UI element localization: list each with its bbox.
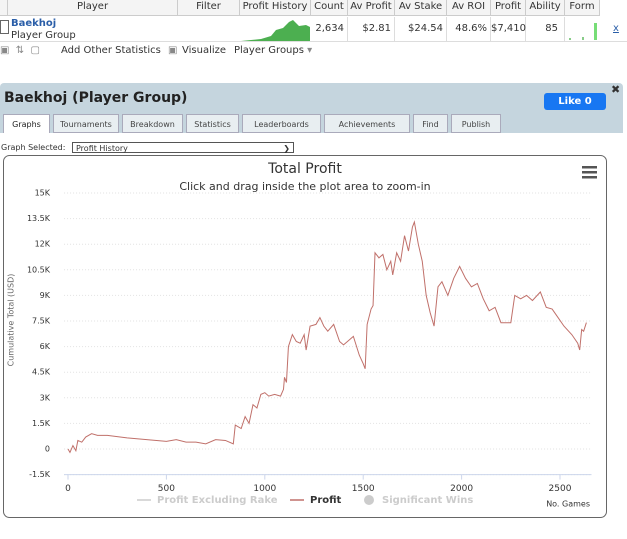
x-tick-label: 1500 [352, 484, 375, 494]
y-tick-label: 0 [45, 445, 50, 454]
col-header: Av ROI [447, 0, 491, 16]
y-tick-label: 12K [35, 240, 51, 249]
chart-frame [3, 155, 607, 518]
col-header: Count [311, 0, 348, 16]
graph-select[interactable]: Profit History ❯ [72, 142, 294, 153]
col-header: Av Stake [395, 0, 447, 16]
tab[interactable]: Breakdown [122, 114, 183, 133]
visualize-icon: ▣ [168, 45, 178, 56]
av-roi: 48.6% [447, 17, 491, 41]
y-tick-label: 7.5K [32, 317, 51, 326]
col-header: Profit History [240, 0, 311, 16]
legend-symbol [364, 495, 374, 505]
x-axis-label: No. Games [546, 500, 590, 509]
y-tick-label: 15K [35, 189, 51, 198]
close-panel[interactable]: ✖ [611, 83, 621, 96]
row-border [0, 41, 627, 42]
row-checkbox[interactable] [0, 20, 9, 34]
tab[interactable]: Graphs [3, 114, 50, 134]
sparkline [241, 20, 310, 41]
y-tick-label: 10.5K [27, 265, 51, 274]
graph-select-value: Profit History [76, 144, 128, 153]
y-tick-label: 9K [40, 291, 51, 300]
chart: Total Profit Click and drag inside the p… [3, 155, 607, 518]
col-header: Form [565, 0, 600, 16]
add-statistics[interactable]: Add Other Statistics [61, 45, 161, 56]
legend-label: Profit Excluding Rake [157, 495, 278, 506]
panel-title: Baekhoj (Player Group) [4, 90, 188, 106]
y-tick-label: 3K [40, 393, 51, 402]
y-tick-label: 13.5K [27, 214, 51, 223]
sparkline-area [241, 20, 310, 41]
profit: $7,410 [491, 17, 526, 41]
toolbar-icons: ▣ ⇅ ▢ [0, 45, 40, 56]
profit-line [67, 220, 587, 454]
col-header: Profit [491, 0, 526, 16]
chart-title: Total Profit [267, 161, 342, 177]
player-groups-label: Player Groups [234, 45, 304, 56]
y-tick-label: -1.5K [29, 470, 51, 479]
x-tick-label: 1000 [253, 484, 276, 494]
player-group: Player Group [11, 30, 76, 41]
form-bars [569, 23, 597, 40]
select-arrow: ❯ [283, 144, 290, 153]
x-tick-label: 2000 [450, 484, 473, 494]
menu-bar [582, 171, 597, 174]
player-groups[interactable]: Player Groups ▾ [234, 45, 312, 57]
checkbox-header [0, 0, 8, 16]
x-tick-label: 2500 [549, 484, 572, 494]
count: 2,634 [311, 17, 348, 41]
tab[interactable]: Leaderboards [242, 114, 321, 133]
dropdown-arrow: ▾ [307, 45, 313, 56]
col-header: Av Profit [348, 0, 395, 16]
tab[interactable]: Statistics [186, 114, 239, 133]
col-header: Filter [178, 0, 240, 16]
ability: 85 [526, 17, 565, 41]
menu-bar [582, 166, 597, 169]
menu-bar [582, 176, 597, 179]
y-axis-label: Cumulative Total (USD) [7, 274, 16, 367]
tab[interactable]: Tournaments [53, 114, 119, 133]
x-tick-label: 500 [158, 484, 175, 494]
tab[interactable]: Achievements [324, 114, 410, 133]
like-button[interactable]: Like 0 [544, 93, 606, 110]
remove-link[interactable]: x [613, 23, 619, 34]
av-profit: $2.81 [348, 17, 395, 41]
form-bar [594, 23, 597, 40]
tab[interactable]: Find [413, 114, 448, 133]
chart-subtitle: Click and drag inside the plot area to z… [179, 180, 430, 193]
col-header: Player [8, 0, 178, 16]
graph-selected-label: Graph Selected: [1, 143, 66, 152]
visualize[interactable]: Visualize [182, 45, 227, 56]
form-bar [582, 37, 584, 40]
menu-icon[interactable] [582, 166, 597, 179]
y-tick-label: 1.5K [32, 419, 51, 428]
player-name[interactable]: Baekhoj [11, 18, 57, 29]
form-bar [569, 38, 571, 40]
legend-label: Profit [310, 495, 342, 506]
col-header: Ability [526, 0, 565, 16]
tab[interactable]: Publish [451, 114, 501, 133]
y-tick-label: 4.5K [32, 368, 51, 377]
x-tick-label: 0 [65, 484, 71, 494]
like-label: Like 0 [558, 96, 592, 107]
legend-label: Significant Wins [382, 495, 473, 506]
y-tick-label: 6K [40, 342, 51, 351]
av-stake: $24.54 [395, 17, 447, 41]
